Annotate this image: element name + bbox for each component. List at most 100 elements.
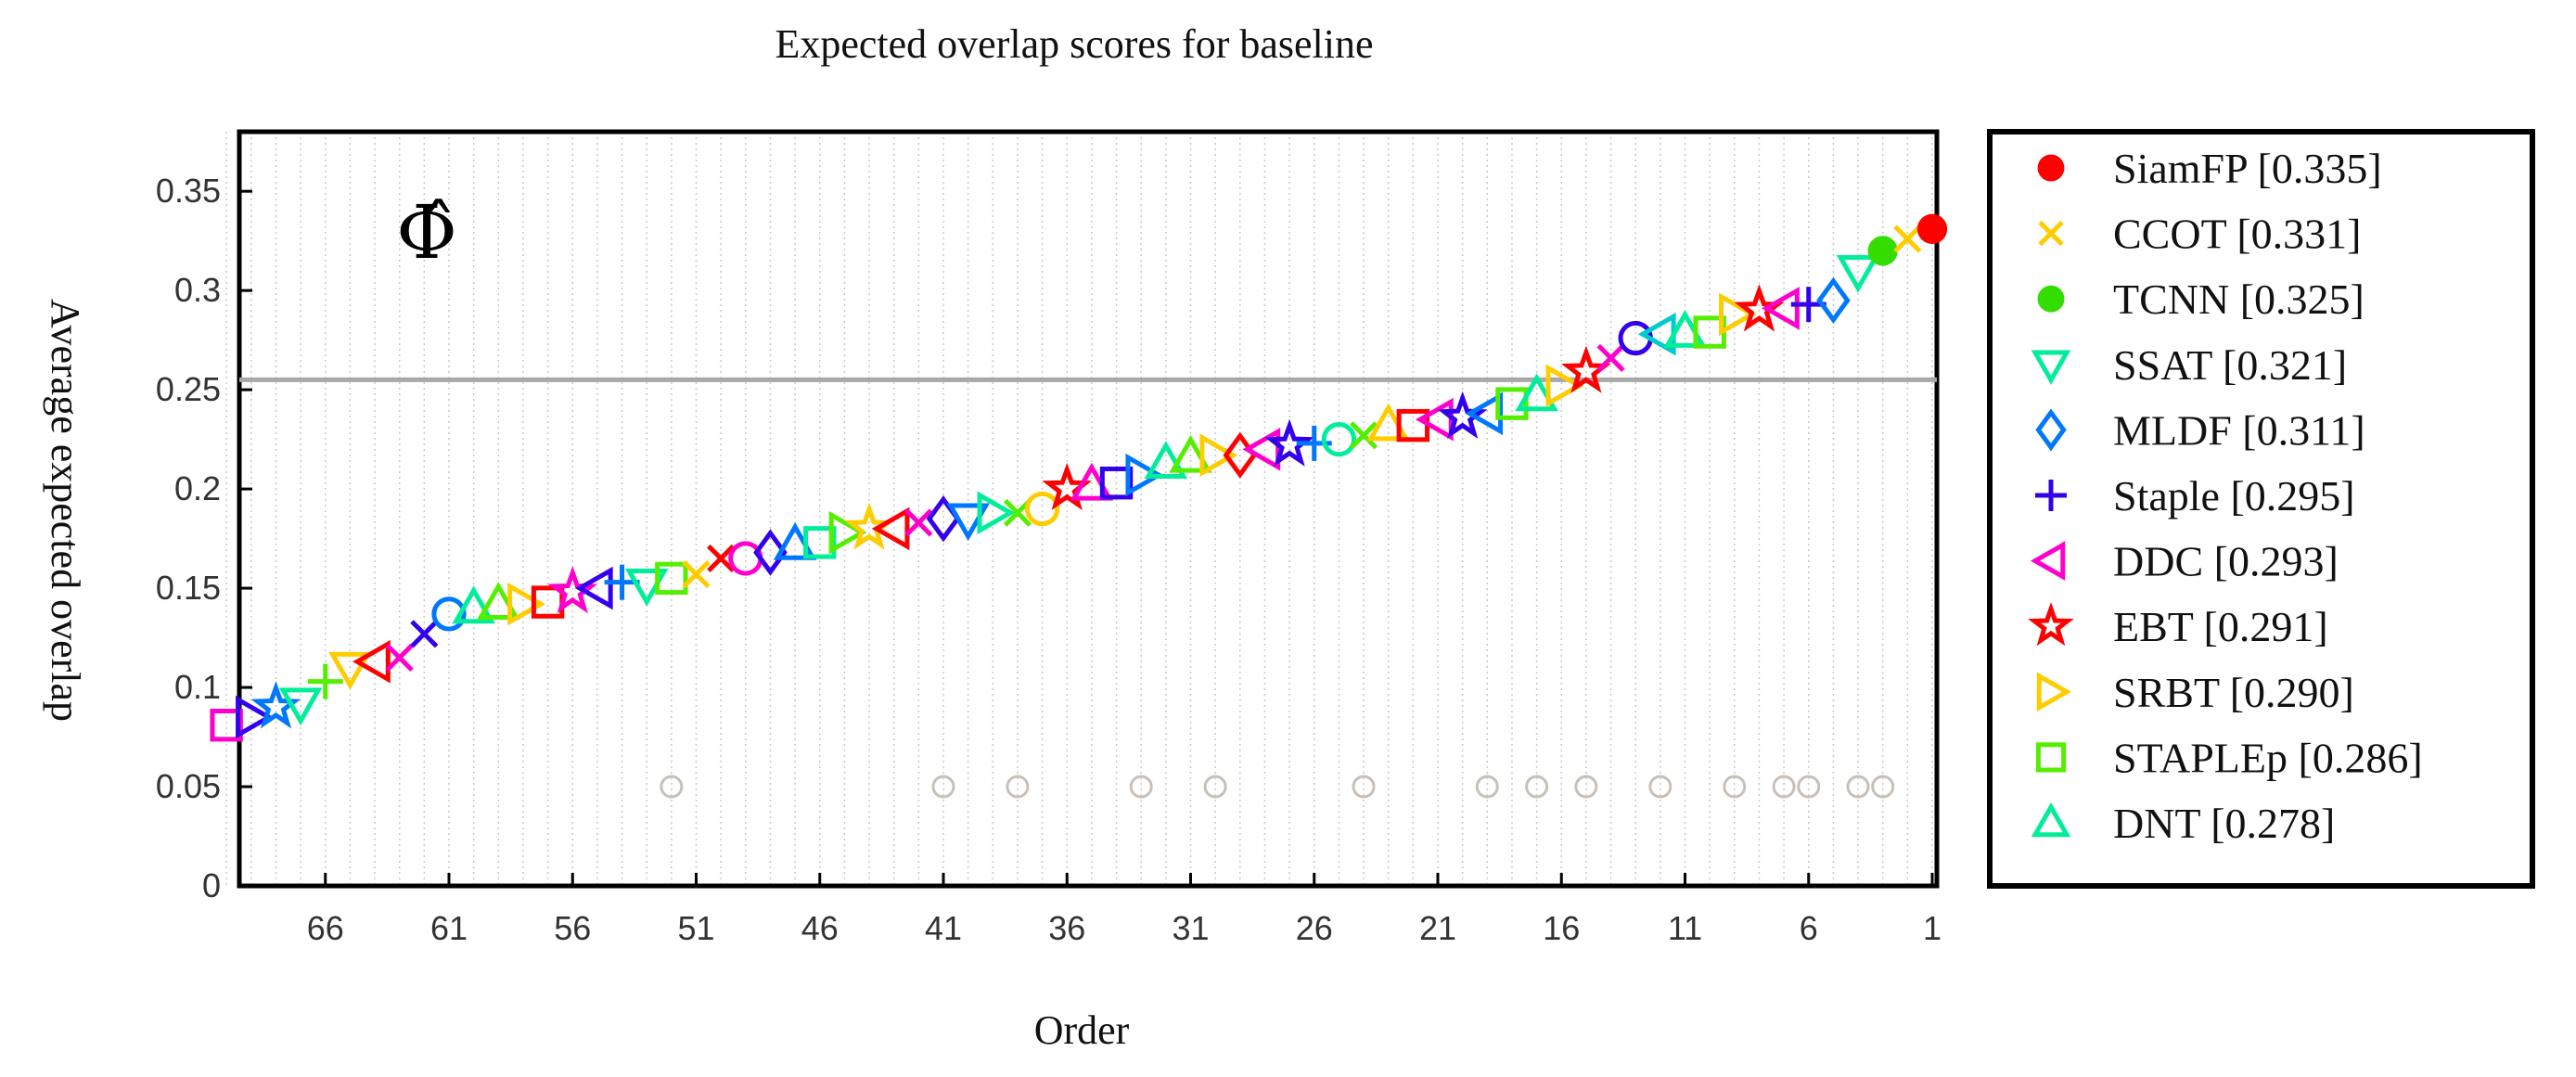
x-axis-label: Order xyxy=(1034,1007,1130,1053)
legend-entry: SRBT [0.290] xyxy=(2113,669,2354,716)
low-marker xyxy=(1772,775,1796,799)
data-point xyxy=(507,582,545,626)
plot-frame xyxy=(237,129,1940,889)
data-point xyxy=(977,491,1016,535)
data-point xyxy=(1515,373,1558,412)
low-marker xyxy=(1797,775,1821,799)
legend-marker xyxy=(2035,742,2067,773)
legend-entry: DNT [0.278] xyxy=(2113,800,2335,847)
chart-title: Expected overlap scores for baseline xyxy=(775,21,1373,67)
data-point-top xyxy=(1916,213,1948,244)
legend-marker xyxy=(2035,480,2067,511)
data-point xyxy=(1199,433,1238,478)
low-marker xyxy=(1574,775,1598,799)
data-point xyxy=(1545,364,1584,408)
legend-marker xyxy=(2030,541,2066,581)
x-axis-ticks: 66 61 56 51 46 41 36 31 26 21 16 11 6 1 xyxy=(307,873,1942,947)
data-point xyxy=(1349,421,1378,450)
data-point xyxy=(946,503,990,542)
legend: SiamFP [0.335] CCOT [0.331] TCNN [0.325] SS… xyxy=(2028,145,2423,847)
data-point xyxy=(307,663,343,699)
data-point xyxy=(1415,397,1454,442)
low-marker xyxy=(1203,775,1227,799)
data-point xyxy=(278,687,323,726)
y-tick-label: 0.3 xyxy=(174,271,221,309)
data-point xyxy=(1169,434,1212,473)
data-point-top xyxy=(1762,287,1800,330)
data-point xyxy=(1099,466,1134,500)
data-point xyxy=(1264,418,1315,467)
legend-entry: DDC [0.293] xyxy=(2113,538,2339,585)
data-point xyxy=(655,561,688,596)
data-point xyxy=(1465,391,1504,436)
data-point-top xyxy=(1816,276,1851,325)
low-marker xyxy=(1352,775,1376,799)
data-point xyxy=(476,582,520,620)
data-point xyxy=(452,585,495,624)
low-marker xyxy=(1129,775,1153,799)
legend-marker xyxy=(2031,801,2071,838)
y-tick-label: 0.05 xyxy=(156,767,221,805)
low-marker xyxy=(1475,775,1499,799)
data-point-top xyxy=(1836,255,1880,293)
legend-marker xyxy=(2028,602,2074,647)
y-tick-label: 0.15 xyxy=(156,569,221,607)
data-point xyxy=(828,510,867,555)
low-marker xyxy=(1648,775,1672,799)
data-point xyxy=(431,596,467,632)
data-point-top xyxy=(1719,292,1757,337)
low-marker xyxy=(1525,775,1549,799)
y-tick-label: 0.25 xyxy=(156,370,221,408)
data-point xyxy=(1024,491,1060,527)
x-tick-label: 41 xyxy=(925,909,962,947)
low-marker xyxy=(1006,775,1030,799)
legend-entry: STAPLEp [0.286] xyxy=(2113,734,2423,781)
legend-entry: MLDF [0.311] xyxy=(2113,406,2365,454)
data-point xyxy=(1125,453,1164,497)
legend-entry: SiamFP [0.335] xyxy=(2113,145,2382,192)
legend-marker xyxy=(2031,350,2071,385)
data-point xyxy=(574,566,613,610)
low-marker xyxy=(1723,775,1747,799)
low-marker xyxy=(1846,775,1870,799)
data-point xyxy=(410,620,439,648)
legend-marker xyxy=(2037,285,2065,313)
x-tick-label: 36 xyxy=(1048,909,1085,947)
x-tick-label: 1 xyxy=(1923,909,1942,947)
data-point xyxy=(1144,441,1188,480)
legend-entry: EBT [0.291] xyxy=(2113,603,2328,650)
y-tick-label: 0.1 xyxy=(174,668,221,706)
x-tick-label: 66 xyxy=(307,909,344,947)
y-axis-label: Average expected overlap xyxy=(43,299,88,722)
legend-marker xyxy=(2038,220,2064,247)
y-tick-label: 0.35 xyxy=(156,172,221,210)
data-point xyxy=(904,508,933,537)
phi-annotation: Φ̂ xyxy=(396,189,457,276)
data-point xyxy=(707,544,736,573)
y-tick-label: 0 xyxy=(202,866,221,904)
data-point xyxy=(1321,421,1357,457)
x-tick-label: 51 xyxy=(677,909,714,947)
y-tick-label: 0.2 xyxy=(174,469,221,507)
x-tick-label: 46 xyxy=(801,909,839,947)
data-point xyxy=(1242,428,1281,471)
chart-marks xyxy=(210,213,1948,742)
x-tick-label: 31 xyxy=(1172,909,1209,947)
legend-marker xyxy=(2035,408,2067,452)
data-point xyxy=(728,541,763,576)
x-tick-label: 21 xyxy=(1419,909,1456,947)
legend-entry: Staple [0.295] xyxy=(2113,472,2355,519)
legend-entry: TCNN [0.325] xyxy=(2113,276,2365,323)
x-tick-label: 16 xyxy=(1543,909,1580,947)
data-point xyxy=(1495,387,1529,420)
low-marker xyxy=(1871,775,1895,799)
low-marker xyxy=(660,775,684,799)
x-tick-label: 61 xyxy=(430,909,468,947)
legend-marker xyxy=(2037,154,2065,182)
data-point xyxy=(236,695,274,739)
data-point xyxy=(753,529,788,576)
x-tick-label: 56 xyxy=(554,909,591,947)
y-axis-ticks: 0 0.05 0.1 0.15 0.2 0.25 0.3 0.35 xyxy=(156,172,252,904)
data-point-top xyxy=(1867,236,1898,266)
